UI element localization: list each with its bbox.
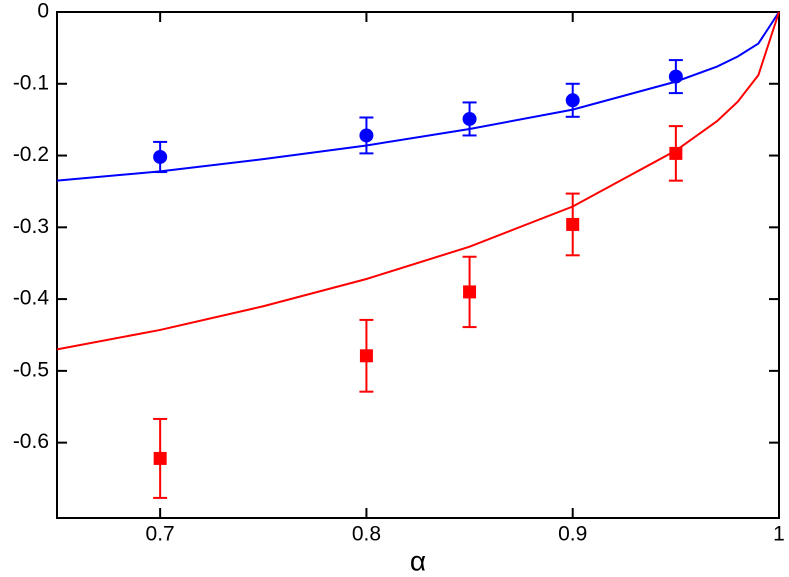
point — [566, 217, 580, 231]
x-axis-label: α — [410, 545, 426, 576]
point — [359, 349, 373, 363]
point — [462, 111, 477, 126]
x-tick-label: 0.7 — [146, 523, 175, 546]
x-tick-label: 0.8 — [352, 523, 381, 546]
y-tick-label: -0.3 — [13, 215, 49, 238]
y-tick-label: -0.4 — [13, 287, 50, 310]
x-tick-label: 0.9 — [558, 523, 587, 546]
point — [565, 93, 580, 108]
y-tick-label: -0.6 — [13, 430, 49, 453]
plot-frame — [56, 11, 780, 519]
point — [153, 451, 167, 465]
point — [359, 128, 374, 143]
point — [153, 149, 168, 164]
point — [463, 285, 477, 299]
y-tick-label: -0.1 — [13, 71, 49, 94]
y-tick-label: -0.2 — [13, 143, 49, 166]
point — [668, 69, 683, 84]
y-tick-label: -0.5 — [13, 358, 49, 381]
x-tick-label: 1 — [773, 523, 785, 546]
point — [669, 146, 683, 160]
y-tick-label: 0 — [37, 0, 49, 23]
